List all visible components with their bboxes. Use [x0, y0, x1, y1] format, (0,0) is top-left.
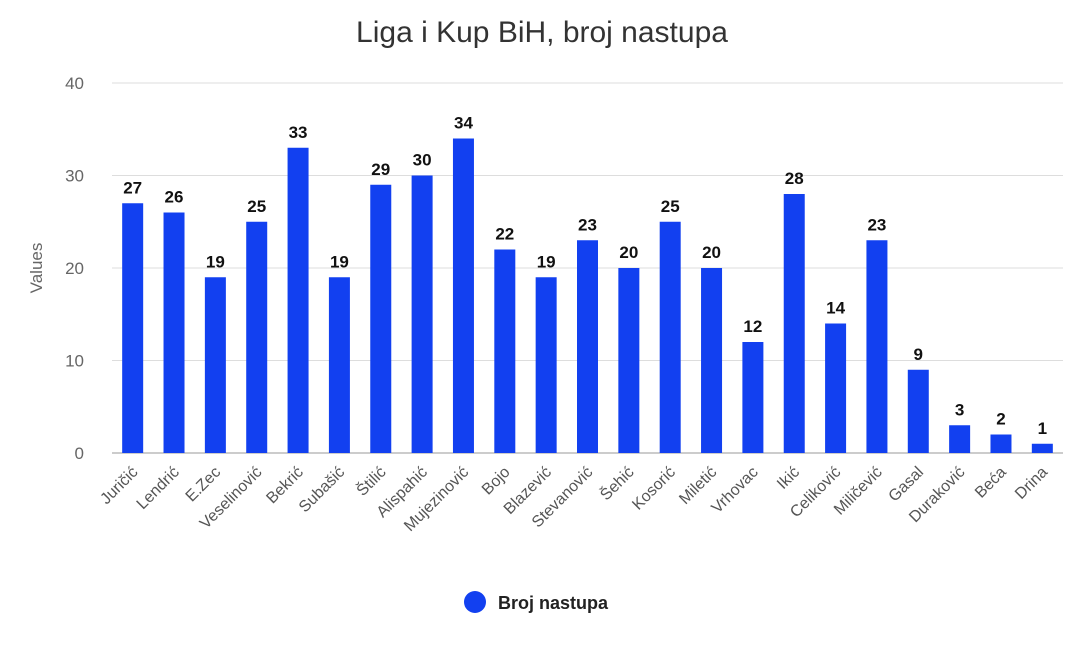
- data-label: 19: [330, 252, 349, 271]
- bar: [535, 277, 557, 453]
- legend-marker: [464, 591, 486, 613]
- data-label: 23: [867, 215, 886, 234]
- bar: [907, 369, 929, 453]
- data-label: 1: [1038, 419, 1047, 438]
- data-label: 20: [619, 243, 638, 262]
- data-label: 14: [826, 299, 845, 318]
- chart-title: Liga i Kup BiH, broj nastupa: [356, 16, 728, 49]
- data-label: 25: [247, 197, 266, 216]
- x-tick-label: Subašić: [296, 464, 348, 516]
- bar: [328, 277, 350, 453]
- bar: [494, 249, 516, 453]
- legend-label: Broj nastupa: [498, 593, 609, 613]
- y-tick-label: 30: [65, 167, 84, 186]
- x-tick-label: Lendrić: [134, 464, 183, 513]
- legend: Broj nastupa: [464, 591, 609, 613]
- bar: [618, 268, 640, 453]
- y-tick-label: 40: [65, 74, 84, 93]
- data-label: 33: [289, 123, 308, 142]
- bar: [701, 268, 723, 453]
- y-tick-label: 0: [75, 444, 84, 463]
- x-tick-label: Šehić: [596, 462, 638, 504]
- bar: [411, 175, 433, 453]
- x-tick-label: Beća: [972, 464, 1010, 502]
- x-tick-label: Štilić: [352, 462, 389, 499]
- y-tick-label: 20: [65, 259, 84, 278]
- data-label: 29: [371, 160, 390, 179]
- data-label: 27: [123, 178, 142, 197]
- bar: [825, 323, 847, 453]
- bar: [287, 147, 309, 453]
- bar: [204, 277, 226, 453]
- bar: [659, 221, 681, 453]
- bar: [122, 203, 144, 453]
- data-label: 23: [578, 215, 597, 234]
- x-tick-label: Drina: [1012, 464, 1051, 503]
- bar: [246, 221, 268, 453]
- data-label: 25: [661, 197, 680, 216]
- bar: [949, 425, 971, 453]
- y-axis-ticks: 0 10 20 30 40: [65, 74, 84, 463]
- bar: [990, 434, 1012, 453]
- x-tick-label: Ikić: [774, 464, 803, 493]
- x-tick-label: Vrhovac: [709, 464, 762, 517]
- y-tick-label: 10: [65, 352, 84, 371]
- bar: [577, 240, 598, 453]
- data-label: 3: [955, 400, 964, 419]
- x-tick-label: Bojo: [479, 464, 514, 499]
- data-label: 34: [454, 114, 473, 133]
- data-label: 28: [785, 169, 804, 188]
- y-axis-label: Values: [27, 243, 46, 294]
- data-label: 19: [537, 252, 556, 271]
- data-label: 19: [206, 252, 225, 271]
- bar: [1031, 443, 1053, 453]
- data-label: 2: [996, 410, 1005, 429]
- data-label: 30: [413, 151, 432, 170]
- bar: [742, 342, 764, 453]
- bars: [122, 138, 1053, 453]
- data-label: 12: [743, 317, 762, 336]
- data-label: 9: [914, 345, 923, 364]
- bar: [163, 212, 185, 453]
- data-label: 20: [702, 243, 721, 262]
- data-label: 22: [495, 225, 514, 244]
- bar: [370, 184, 392, 453]
- x-tick-label: Kosorić: [629, 464, 679, 514]
- bar: [452, 138, 474, 453]
- bar: [866, 240, 888, 453]
- data-label: 26: [165, 188, 184, 207]
- bar: [783, 194, 805, 453]
